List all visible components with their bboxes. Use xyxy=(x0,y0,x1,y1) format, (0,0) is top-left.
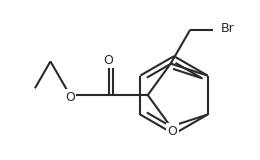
Text: O: O xyxy=(103,54,113,67)
Text: Br: Br xyxy=(220,22,234,35)
Text: O: O xyxy=(65,91,75,104)
Text: O: O xyxy=(168,125,178,138)
